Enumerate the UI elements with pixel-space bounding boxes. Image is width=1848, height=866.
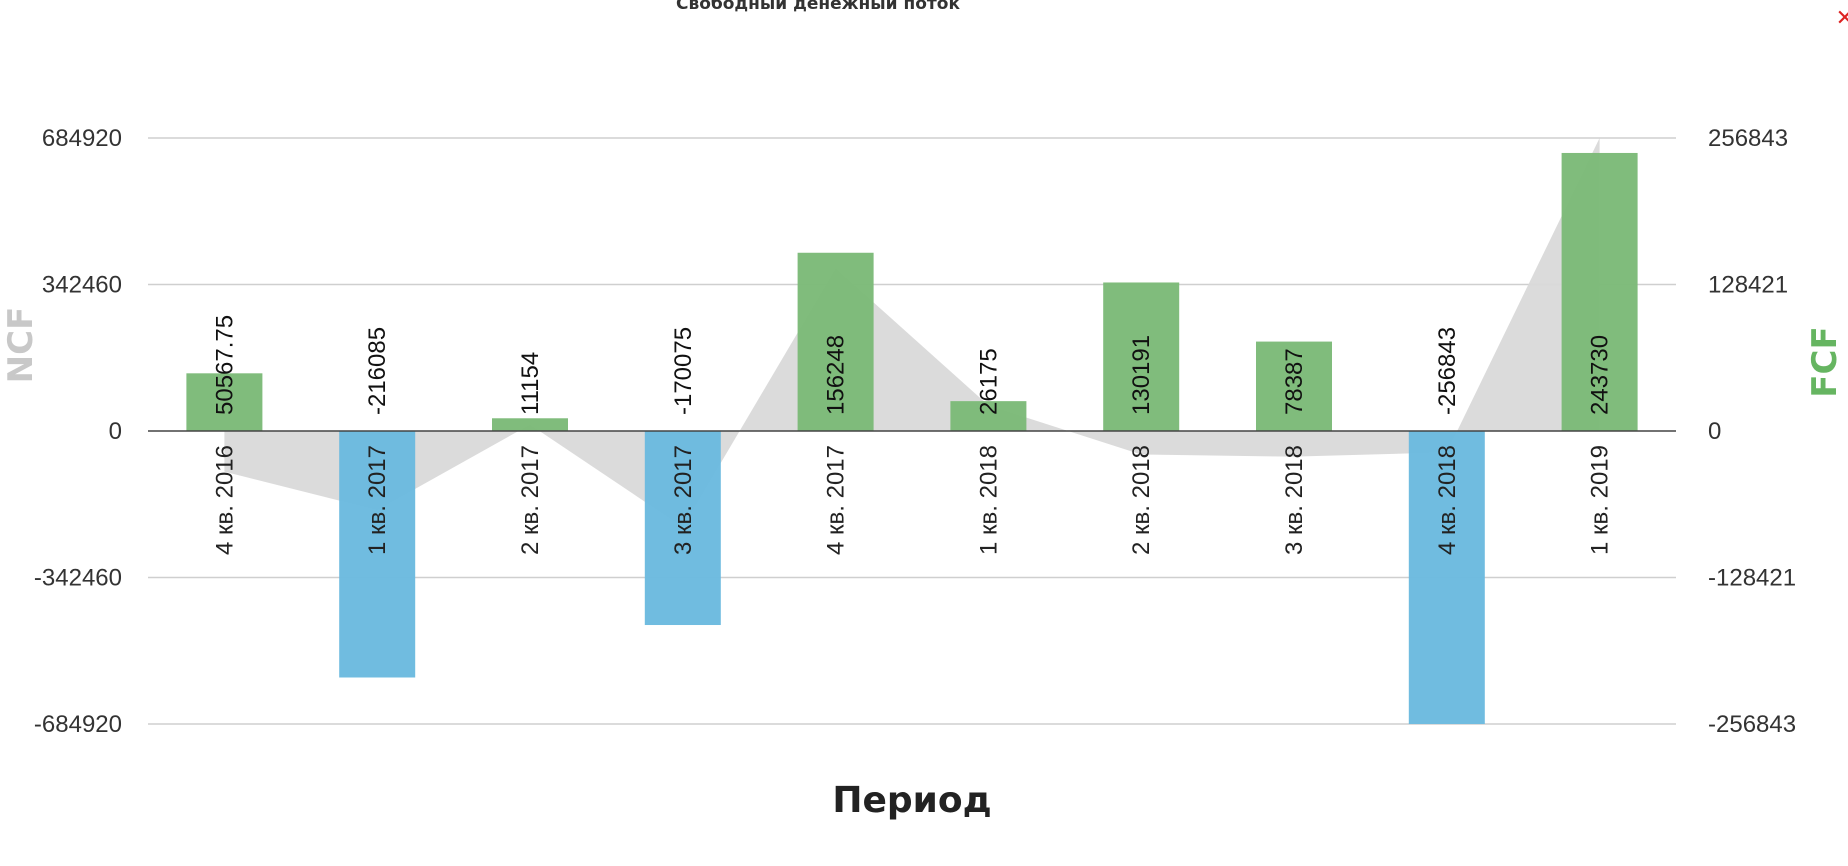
fcf-bar[interactable] (1408, 431, 1485, 724)
y-right-tick-label: -128421 (1708, 565, 1796, 592)
ncf-area (224, 137, 1600, 528)
data-label: 156248 (823, 335, 850, 415)
data-label: 78387 (1281, 348, 1308, 415)
fcf-bar[interactable] (644, 431, 721, 626)
data-label: 11154 (517, 352, 544, 415)
y-right-tick-label: 256843 (1708, 125, 1788, 152)
data-label: 26175 (975, 348, 1002, 415)
x-axis-title: Период (832, 780, 991, 821)
category-label: 4 кв. 2017 (823, 445, 850, 555)
fcf-bar[interactable] (1561, 152, 1638, 431)
fcf-bar[interactable] (1103, 282, 1180, 431)
y-right-tick-label: 0 (1708, 418, 1721, 445)
category-label: 4 кв. 2016 (211, 445, 238, 555)
data-label: -256843 (1434, 327, 1461, 415)
y-left-tick-label: 342460 (42, 272, 122, 299)
category-label: 3 кв. 2018 (1281, 445, 1308, 555)
category-label: 2 кв. 2017 (517, 445, 544, 555)
category-label: 1 кв. 2018 (975, 445, 1002, 555)
fcf-bar[interactable] (339, 431, 416, 678)
chart-title: Свободный денежный поток (675, 0, 961, 14)
y-axis-left-title: NCF (1, 307, 41, 384)
category-label: 4 кв. 2018 (1434, 445, 1461, 555)
y-right-tick-label: -256843 (1708, 711, 1796, 738)
data-label: -170075 (670, 327, 697, 415)
fcf-bar[interactable] (797, 252, 874, 431)
fcf-bar[interactable] (186, 373, 263, 431)
fcf-bar[interactable] (492, 418, 568, 431)
data-label: 50567.75 (211, 315, 238, 415)
y-right-tick-label: 128421 (1708, 272, 1788, 299)
fcf-bar[interactable] (1256, 341, 1332, 431)
data-label: 130191 (1128, 335, 1155, 415)
fcf-bar[interactable] (950, 401, 1027, 431)
category-label: 1 кв. 2019 (1587, 445, 1614, 555)
category-label: 1 кв. 2017 (364, 445, 391, 555)
y-left-tick-label: -342460 (34, 565, 122, 592)
y-left-tick-label: 0 (109, 418, 122, 445)
data-label: -216085 (364, 327, 391, 415)
category-label: 3 кв. 2017 (670, 445, 697, 555)
y-left-tick-label: -684920 (34, 711, 122, 738)
category-label: 2 кв. 2018 (1128, 445, 1155, 555)
data-label: 243730 (1587, 335, 1614, 415)
y-left-tick-label: 684920 (42, 125, 122, 152)
close-icon[interactable]: ✕ (1835, 6, 1848, 31)
y-axis-right-title: FCF (1805, 326, 1845, 397)
